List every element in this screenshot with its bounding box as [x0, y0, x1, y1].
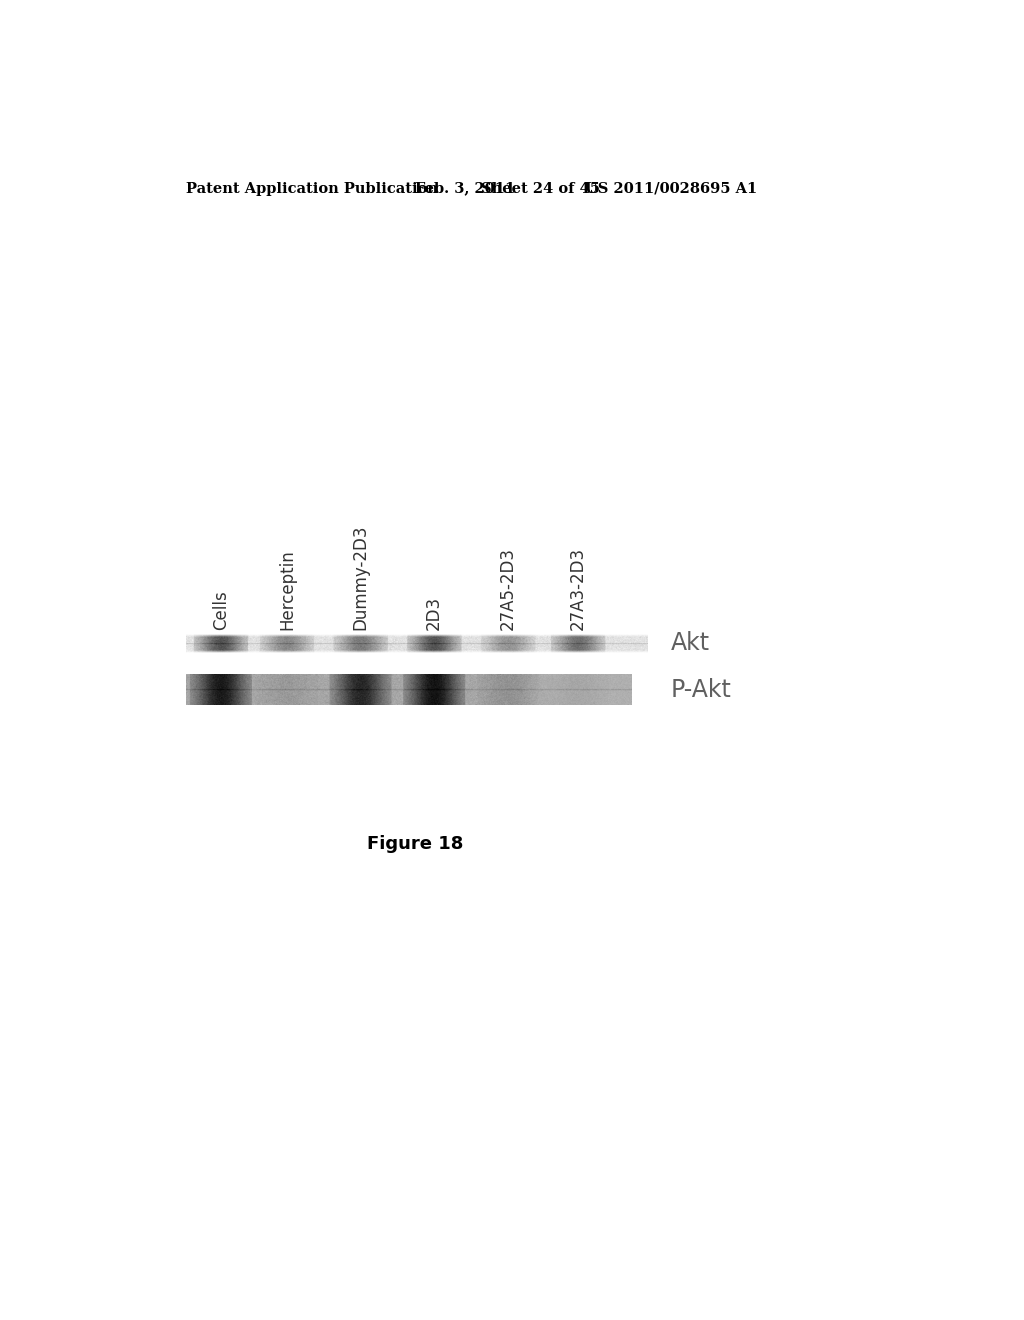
- Text: Feb. 3, 2011: Feb. 3, 2011: [415, 182, 515, 195]
- Text: 27A5-2D3: 27A5-2D3: [499, 548, 517, 631]
- Text: 2D3: 2D3: [425, 597, 443, 631]
- Text: 27A3-2D3: 27A3-2D3: [568, 548, 587, 631]
- Text: Akt: Akt: [671, 631, 710, 656]
- Text: US 2011/0028695 A1: US 2011/0028695 A1: [586, 182, 758, 195]
- Text: Figure 18: Figure 18: [367, 834, 463, 853]
- Text: Patent Application Publication: Patent Application Publication: [186, 182, 438, 195]
- Text: Sheet 24 of 45: Sheet 24 of 45: [480, 182, 600, 195]
- Text: P-Akt: P-Akt: [671, 677, 731, 702]
- Text: Herceptin: Herceptin: [278, 549, 296, 631]
- Text: Cells: Cells: [212, 590, 230, 631]
- Text: Dummy-2D3: Dummy-2D3: [351, 525, 370, 631]
